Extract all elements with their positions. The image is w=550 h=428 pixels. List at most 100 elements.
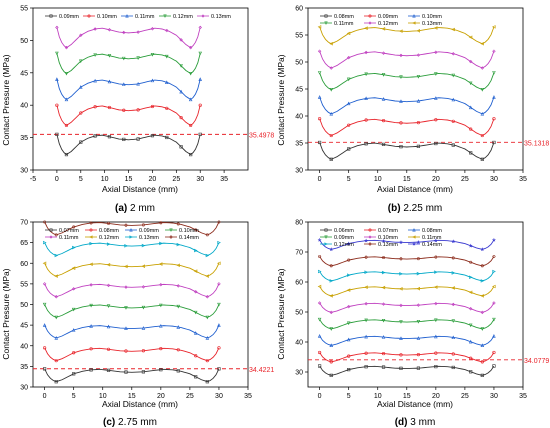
series-point bbox=[491, 237, 496, 242]
series-point bbox=[381, 335, 386, 339]
series-point bbox=[416, 75, 421, 79]
series-point bbox=[165, 106, 169, 110]
series-point bbox=[64, 97, 69, 102]
series-point bbox=[188, 97, 193, 102]
series-point bbox=[381, 302, 386, 306]
caption-letter: (b) bbox=[388, 203, 401, 214]
series-point bbox=[317, 95, 322, 99]
series-point bbox=[469, 370, 473, 374]
legend-item: 0.11mm bbox=[408, 235, 442, 241]
legend: 0.09mm 0.10mm 0.11mm 0.12mm 0.13mm bbox=[45, 14, 231, 20]
series-0.13mm bbox=[55, 25, 202, 50]
series-point bbox=[43, 367, 47, 371]
series-point bbox=[346, 77, 351, 82]
series-point bbox=[205, 295, 210, 299]
series-point bbox=[150, 104, 155, 109]
series-0.11mm bbox=[55, 77, 203, 102]
series-line bbox=[56, 53, 201, 75]
series-point bbox=[42, 302, 47, 307]
series-point bbox=[468, 35, 473, 40]
series-point bbox=[72, 351, 76, 355]
series-point bbox=[54, 336, 59, 340]
series-point bbox=[480, 294, 484, 298]
series-point bbox=[364, 142, 368, 146]
series-point bbox=[381, 238, 386, 243]
legend-marker bbox=[368, 14, 372, 18]
series-point bbox=[317, 334, 322, 338]
x-tick-label: 25 bbox=[172, 176, 180, 183]
series-point bbox=[416, 286, 421, 291]
series-point bbox=[329, 247, 334, 252]
series-point bbox=[141, 370, 146, 374]
series-0.12mm bbox=[42, 261, 221, 278]
series-0.08mm bbox=[43, 346, 221, 363]
series-point bbox=[468, 307, 473, 311]
series-point bbox=[93, 53, 97, 57]
legend-marker bbox=[412, 14, 416, 18]
x-tick-label: 0 bbox=[318, 176, 322, 183]
series-point bbox=[122, 108, 126, 112]
plot-frame bbox=[307, 221, 524, 388]
legend-label: 0.10mm bbox=[378, 235, 398, 241]
legend-item: 0.10mm bbox=[408, 14, 442, 20]
series-point bbox=[364, 301, 368, 306]
series-point bbox=[193, 269, 198, 273]
series-point bbox=[205, 359, 209, 363]
series-point bbox=[106, 304, 111, 308]
series-point bbox=[176, 369, 180, 373]
series-point bbox=[93, 134, 97, 138]
series-point bbox=[176, 304, 181, 309]
legend-item: 0.07mm bbox=[364, 228, 398, 234]
legend-item: 0.09mm bbox=[320, 235, 354, 241]
x-tick-label: 10 bbox=[374, 393, 382, 400]
series-line bbox=[44, 324, 220, 339]
y-tick-label: 45 bbox=[20, 70, 28, 77]
series-0.11mm bbox=[317, 284, 496, 298]
series-point bbox=[399, 121, 403, 125]
series-point bbox=[318, 269, 322, 274]
series-point bbox=[381, 270, 386, 275]
series-point bbox=[176, 348, 180, 352]
legend-item: 0.14mm bbox=[408, 242, 442, 248]
y-tick-label: 55 bbox=[20, 6, 28, 13]
series-point bbox=[121, 56, 126, 61]
y-tick-label: 55 bbox=[295, 33, 303, 40]
series-point bbox=[42, 220, 47, 224]
legend-marker bbox=[129, 235, 133, 239]
series-point bbox=[480, 133, 484, 138]
series-0.07mm bbox=[318, 350, 496, 364]
caption-letter: (c) bbox=[103, 417, 115, 428]
series-line bbox=[319, 72, 495, 91]
series-point bbox=[107, 28, 112, 32]
legend-item: 0.11mm bbox=[121, 14, 155, 20]
legend-marker bbox=[324, 242, 328, 246]
y-tick-label: 30 bbox=[295, 168, 303, 175]
series-point bbox=[141, 349, 146, 353]
x-tick-label: 5 bbox=[79, 176, 83, 183]
series-point bbox=[43, 240, 47, 245]
legend-item: 0.13mm bbox=[125, 235, 159, 241]
series-point bbox=[150, 134, 155, 138]
series-point bbox=[89, 221, 93, 225]
series-point bbox=[468, 323, 473, 328]
series-point bbox=[54, 253, 59, 258]
series-point bbox=[122, 137, 126, 142]
legend-item: 0.13mm bbox=[408, 21, 442, 27]
x-tick-label: 30 bbox=[215, 393, 223, 400]
ylabel: Contact Pressure (MPa) bbox=[1, 268, 11, 359]
caption-text: 2.25 mm bbox=[401, 203, 443, 214]
legend: 0.06mm 0.07mm 0.08mm 0.09mm 0.10mm 0.11mm 0.12… bbox=[320, 228, 442, 248]
x-tick-label: 0 bbox=[55, 176, 59, 183]
series-point bbox=[399, 53, 403, 58]
caption-text: 2.75 mm bbox=[115, 417, 157, 428]
series-line bbox=[44, 347, 220, 362]
series-line bbox=[319, 335, 495, 346]
series-point bbox=[480, 327, 485, 331]
legend-marker bbox=[368, 242, 372, 246]
y-tick-label: 70 bbox=[295, 250, 303, 257]
legend-item: 0.09mm bbox=[364, 14, 398, 20]
series-point bbox=[64, 45, 69, 50]
x-tick-label: 15 bbox=[128, 393, 136, 400]
legend-item: 0.12mm bbox=[159, 14, 193, 20]
